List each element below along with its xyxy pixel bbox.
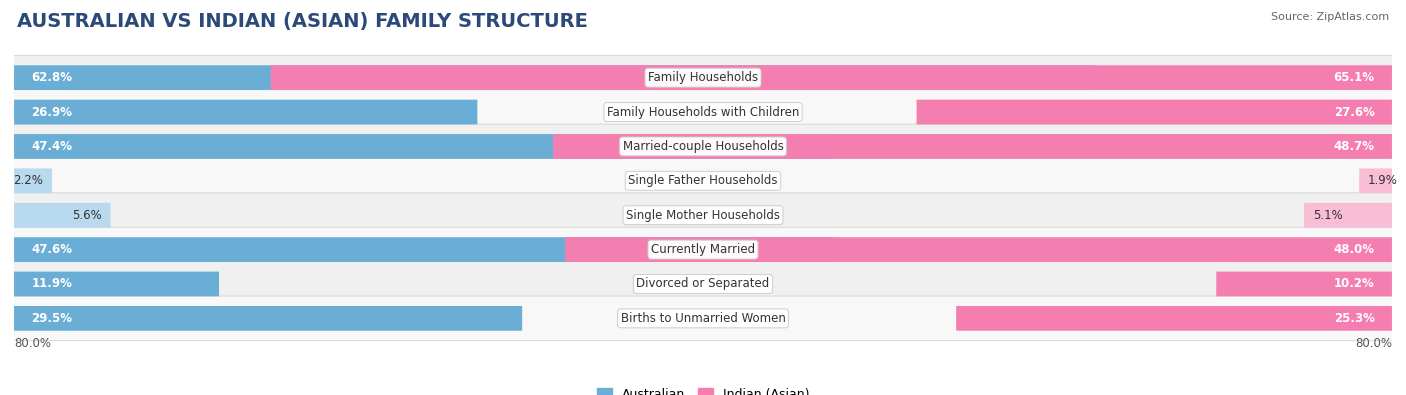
Text: Currently Married: Currently Married [651,243,755,256]
FancyBboxPatch shape [553,134,1392,159]
Text: Source: ZipAtlas.com: Source: ZipAtlas.com [1271,12,1389,22]
FancyBboxPatch shape [14,237,834,262]
Text: 47.4%: 47.4% [31,140,72,153]
FancyBboxPatch shape [14,272,219,296]
Text: Single Mother Households: Single Mother Households [626,209,780,222]
Text: Births to Unmarried Women: Births to Unmarried Women [620,312,786,325]
Text: Single Father Households: Single Father Households [628,174,778,187]
Text: 25.3%: 25.3% [1334,312,1375,325]
Text: Divorced or Separated: Divorced or Separated [637,277,769,290]
FancyBboxPatch shape [11,227,1395,272]
FancyBboxPatch shape [1360,168,1392,193]
FancyBboxPatch shape [11,158,1395,203]
FancyBboxPatch shape [11,296,1395,341]
Text: Married-couple Households: Married-couple Households [623,140,783,153]
Text: 26.9%: 26.9% [31,105,72,118]
Text: 65.1%: 65.1% [1334,71,1375,84]
Text: 2.2%: 2.2% [14,174,44,187]
Text: 10.2%: 10.2% [1334,277,1375,290]
FancyBboxPatch shape [14,203,111,228]
Text: 11.9%: 11.9% [31,277,72,290]
FancyBboxPatch shape [565,237,1392,262]
FancyBboxPatch shape [14,168,52,193]
Text: 29.5%: 29.5% [31,312,72,325]
Legend: Australian, Indian (Asian): Australian, Indian (Asian) [592,383,814,395]
Text: 80.0%: 80.0% [14,337,51,350]
FancyBboxPatch shape [14,134,831,159]
Text: 5.6%: 5.6% [72,209,101,222]
FancyBboxPatch shape [14,65,1095,90]
FancyBboxPatch shape [917,100,1392,124]
FancyBboxPatch shape [14,100,478,124]
FancyBboxPatch shape [1216,272,1392,296]
Text: 48.0%: 48.0% [1334,243,1375,256]
FancyBboxPatch shape [11,55,1395,100]
FancyBboxPatch shape [11,261,1395,307]
FancyBboxPatch shape [1305,203,1392,228]
Text: 5.1%: 5.1% [1313,209,1343,222]
FancyBboxPatch shape [956,306,1392,331]
Text: 62.8%: 62.8% [31,71,72,84]
Text: Family Households with Children: Family Households with Children [607,105,799,118]
Text: 48.7%: 48.7% [1334,140,1375,153]
Text: Family Households: Family Households [648,71,758,84]
Text: AUSTRALIAN VS INDIAN (ASIAN) FAMILY STRUCTURE: AUSTRALIAN VS INDIAN (ASIAN) FAMILY STRU… [17,12,588,31]
Text: 47.6%: 47.6% [31,243,72,256]
Text: 1.9%: 1.9% [1368,174,1398,187]
FancyBboxPatch shape [271,65,1392,90]
Text: 27.6%: 27.6% [1334,105,1375,118]
FancyBboxPatch shape [14,306,522,331]
FancyBboxPatch shape [11,124,1395,169]
FancyBboxPatch shape [11,90,1395,134]
FancyBboxPatch shape [11,193,1395,237]
Text: 80.0%: 80.0% [1355,337,1392,350]
